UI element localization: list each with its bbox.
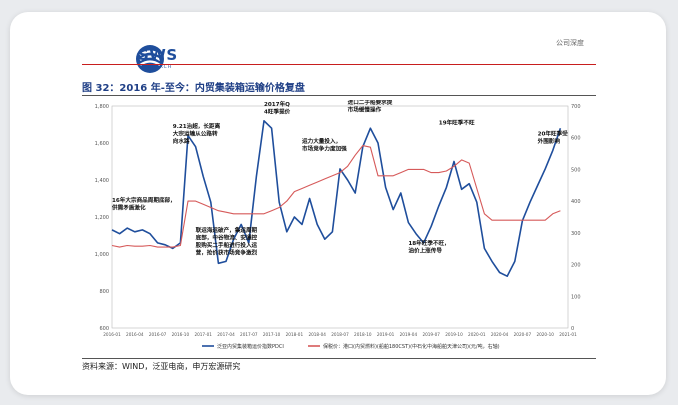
x-tick-label: 2017-10 <box>263 332 281 337</box>
annotation-text: 运力大量投入， <box>302 137 341 145</box>
x-tick-label: 2018-07 <box>331 332 349 337</box>
title-divider <box>82 95 596 96</box>
x-tick-label: 2017-07 <box>240 332 258 337</box>
legend-label: 泛亚内贸集装箱运价指数PDCI <box>217 343 284 350</box>
annotation-text: 外围影响 <box>537 137 561 145</box>
series-line-pdci <box>111 120 562 277</box>
y-tick-label-left: 1,200 <box>95 215 109 221</box>
plot-frame <box>111 105 569 329</box>
x-tick-label: 2016-10 <box>172 332 190 337</box>
x-tick-label: 2017-01 <box>194 332 212 337</box>
y-tick-label-left: 1,600 <box>95 141 109 147</box>
source-divider <box>82 358 596 359</box>
annotation-text: 市场缓慢操作 <box>348 106 382 114</box>
annotation-text: 20年旺季受 <box>538 130 569 138</box>
x-tick-label: 2021-01 <box>559 332 577 337</box>
x-tick-label: 2020-04 <box>491 332 509 337</box>
y-tick-label-left: 800 <box>99 289 109 295</box>
x-tick-label: 2019-04 <box>400 332 418 337</box>
x-tick-label: 2020-01 <box>468 332 486 337</box>
line-chart: 600 800 1,000 1,200 1,400 1,600 1,800 0 100 200 30… <box>95 100 581 350</box>
annotation-text: 联运海运破产，集运周期 <box>196 226 258 234</box>
annotation-text: 向水路 <box>173 137 190 145</box>
y-tick-label-right: 600 <box>571 136 581 142</box>
x-tick-label: 2018-01 <box>286 332 304 337</box>
y-tick-label-left: 1,400 <box>95 178 109 184</box>
annotation-text: 底部，中谷物流、安通控 <box>196 233 258 241</box>
legend-label: 保税价：港口(内贸燃料)(船舶180CST)(中石化中海船舶天津公司)(元/吨，… <box>323 343 500 350</box>
x-tick-label: 2016-04 <box>126 332 144 337</box>
annotation-text: 18年旺季不旺， <box>408 239 449 247</box>
x-tick-label: 2020-07 <box>514 332 532 337</box>
x-tick-label: 2017-04 <box>217 332 235 337</box>
y-tick-label-left: 600 <box>99 326 109 332</box>
y-tick-label-right: 100 <box>571 294 581 300</box>
x-tick-label: 2020-10 <box>536 332 554 337</box>
x-tick-label: 2018-10 <box>354 332 372 337</box>
figure-title: 图 32：2016 年-至今：内贸集装箱运输价格复盘 <box>82 83 305 94</box>
annotation-text: 19年旺季不旺 <box>439 119 475 127</box>
section-label: 公司深度 <box>556 39 584 47</box>
logo-subtext: RESEARCH <box>140 65 173 70</box>
x-tick-label: 2018-04 <box>308 332 326 337</box>
annotation-text: 供需矛盾激化 <box>111 204 146 212</box>
header-divider <box>82 64 596 65</box>
annotation-text: 2017年Q <box>264 100 290 108</box>
annotation-text: 进口二手船要求提 <box>348 100 393 106</box>
source-note: 资料来源：WIND，泛亚电商，申万宏源研究 <box>82 362 241 371</box>
annotation-text: 营，抢价获市场竞争激烈 <box>196 248 258 256</box>
y-tick-label-right: 700 <box>571 104 581 110</box>
y-tick-label-right: 0 <box>571 326 574 332</box>
annotation-text: 油价上涨传导 <box>408 246 442 254</box>
x-tick-label: 2019-10 <box>445 332 463 337</box>
x-tick-label: 2019-01 <box>377 332 395 337</box>
y-tick-label-right: 200 <box>571 263 581 269</box>
y-tick-label-left: 1,800 <box>95 104 109 110</box>
annotation-text: 16年大宗商品周期底部， <box>112 196 176 204</box>
series-line-fuel <box>111 145 561 248</box>
sws-logo-icon <box>136 45 164 73</box>
y-tick-label-left: 1,000 <box>95 252 109 258</box>
logo-text: SWS <box>138 46 178 64</box>
annotation-text: 股购买二手船进行投入运 <box>196 241 258 249</box>
y-tick-label-right: 300 <box>571 231 581 237</box>
annotation-text: 市场竞争力度加强 <box>302 145 347 153</box>
annotation-text: 大宗运输从公路转 <box>173 130 218 138</box>
report-page: SWS RESEARCH 公司深度 图 32：2016 年-至今：内贸集装箱运输… <box>10 12 666 395</box>
annotation-text: 4旺季提价 <box>264 108 291 116</box>
annotation-text: 9.21治超，长距离 <box>173 122 221 130</box>
x-tick-label: 2016-01 <box>103 332 121 337</box>
y-tick-label-right: 500 <box>571 167 581 173</box>
y-tick-label-right: 400 <box>571 199 581 205</box>
x-tick-label: 2016-07 <box>149 332 167 337</box>
x-tick-label: 2019-07 <box>422 332 440 337</box>
